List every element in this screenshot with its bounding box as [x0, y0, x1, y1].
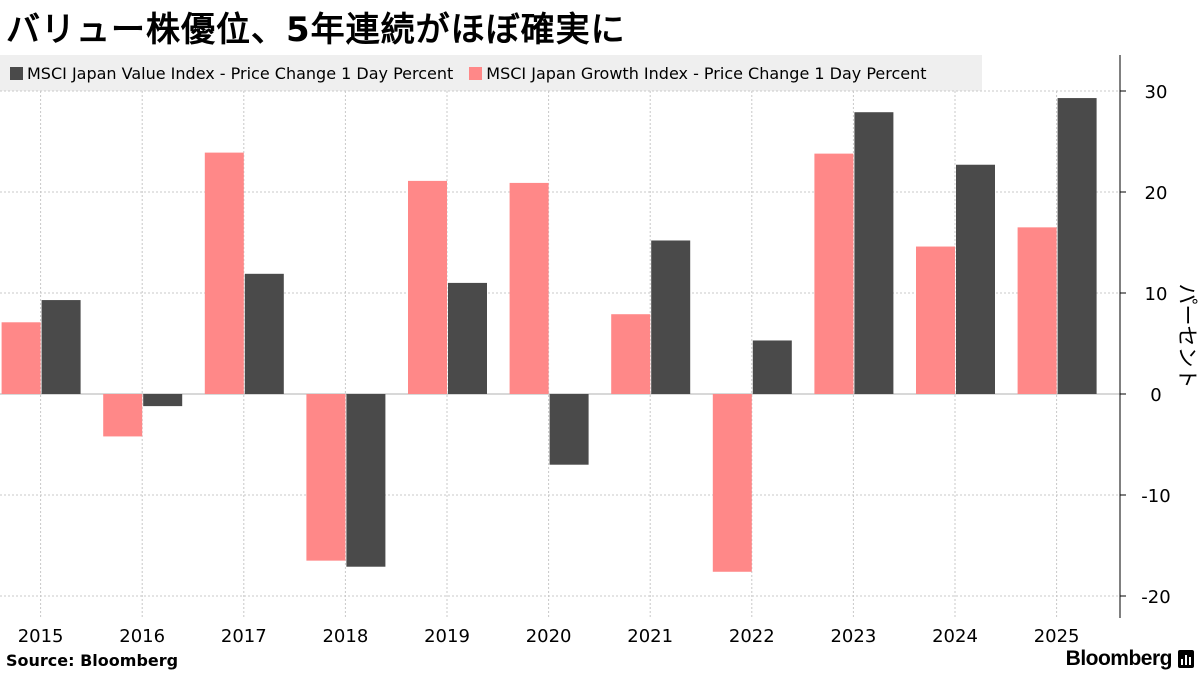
source-note: Source: Bloomberg [6, 651, 179, 670]
y-tick-label: 30 [1145, 82, 1168, 103]
legend-label-growth: MSCI Japan Growth Index - Price Change 1… [486, 63, 927, 83]
bar-growth [611, 314, 651, 394]
bar-value [752, 340, 792, 394]
bar-value [41, 300, 81, 394]
bar-value [549, 394, 589, 465]
bar-value [1057, 98, 1097, 394]
bar-growth [306, 394, 346, 561]
bar-growth [204, 152, 244, 394]
bar-value [143, 394, 183, 407]
bloomberg-logo: Bloomberg [1065, 647, 1173, 670]
legend-swatch-value [10, 66, 23, 80]
x-tick-label: 2018 [322, 626, 368, 647]
bar-value [854, 112, 894, 395]
y-axis-title: パーセント [1175, 284, 1199, 389]
x-tick-label: 2019 [424, 626, 470, 647]
bar-value [651, 240, 691, 394]
bar-value [244, 273, 284, 394]
bar-growth [1017, 227, 1057, 394]
y-tick-label: -20 [1141, 587, 1170, 608]
bar-growth [509, 182, 549, 394]
y-tick-label: 10 [1145, 284, 1168, 305]
x-tick-label: 2020 [526, 626, 572, 647]
bar-growth [712, 394, 752, 572]
legend: MSCI Japan Value Index - Price Change 1 … [0, 55, 982, 91]
x-tick-label: 2021 [627, 626, 673, 647]
x-tick-label: 2022 [729, 626, 775, 647]
legend-label-value: MSCI Japan Value Index - Price Change 1 … [27, 63, 454, 83]
bar-growth [814, 153, 854, 394]
bar-growth [1, 322, 41, 394]
bar-growth [408, 180, 447, 394]
y-tick-label: 20 [1145, 183, 1168, 204]
bar-value [956, 164, 995, 394]
x-tick-label: 2016 [119, 626, 165, 647]
chart-title: バリュー株優位、5年連続がほぼ確実に [6, 10, 626, 50]
x-tick-label: 2023 [830, 626, 876, 647]
legend-item-growth: MSCI Japan Growth Index - Price Change 1… [469, 63, 927, 83]
x-tick-label: 2024 [932, 626, 978, 647]
y-tick-label: -10 [1141, 486, 1170, 507]
bloomberg-bar-icon [1178, 650, 1194, 668]
x-tick-label: 2025 [1034, 626, 1080, 647]
y-tick-label: 0 [1150, 385, 1161, 406]
bar-value [448, 282, 487, 394]
bar-growth [103, 394, 143, 437]
bar-value [346, 394, 386, 567]
legend-swatch-growth [469, 66, 483, 80]
x-tick-label: 2015 [18, 626, 64, 647]
bar-growth [916, 246, 955, 394]
x-tick-label: 2017 [221, 626, 267, 647]
legend-item-value: MSCI Japan Value Index - Price Change 1 … [10, 64, 453, 83]
